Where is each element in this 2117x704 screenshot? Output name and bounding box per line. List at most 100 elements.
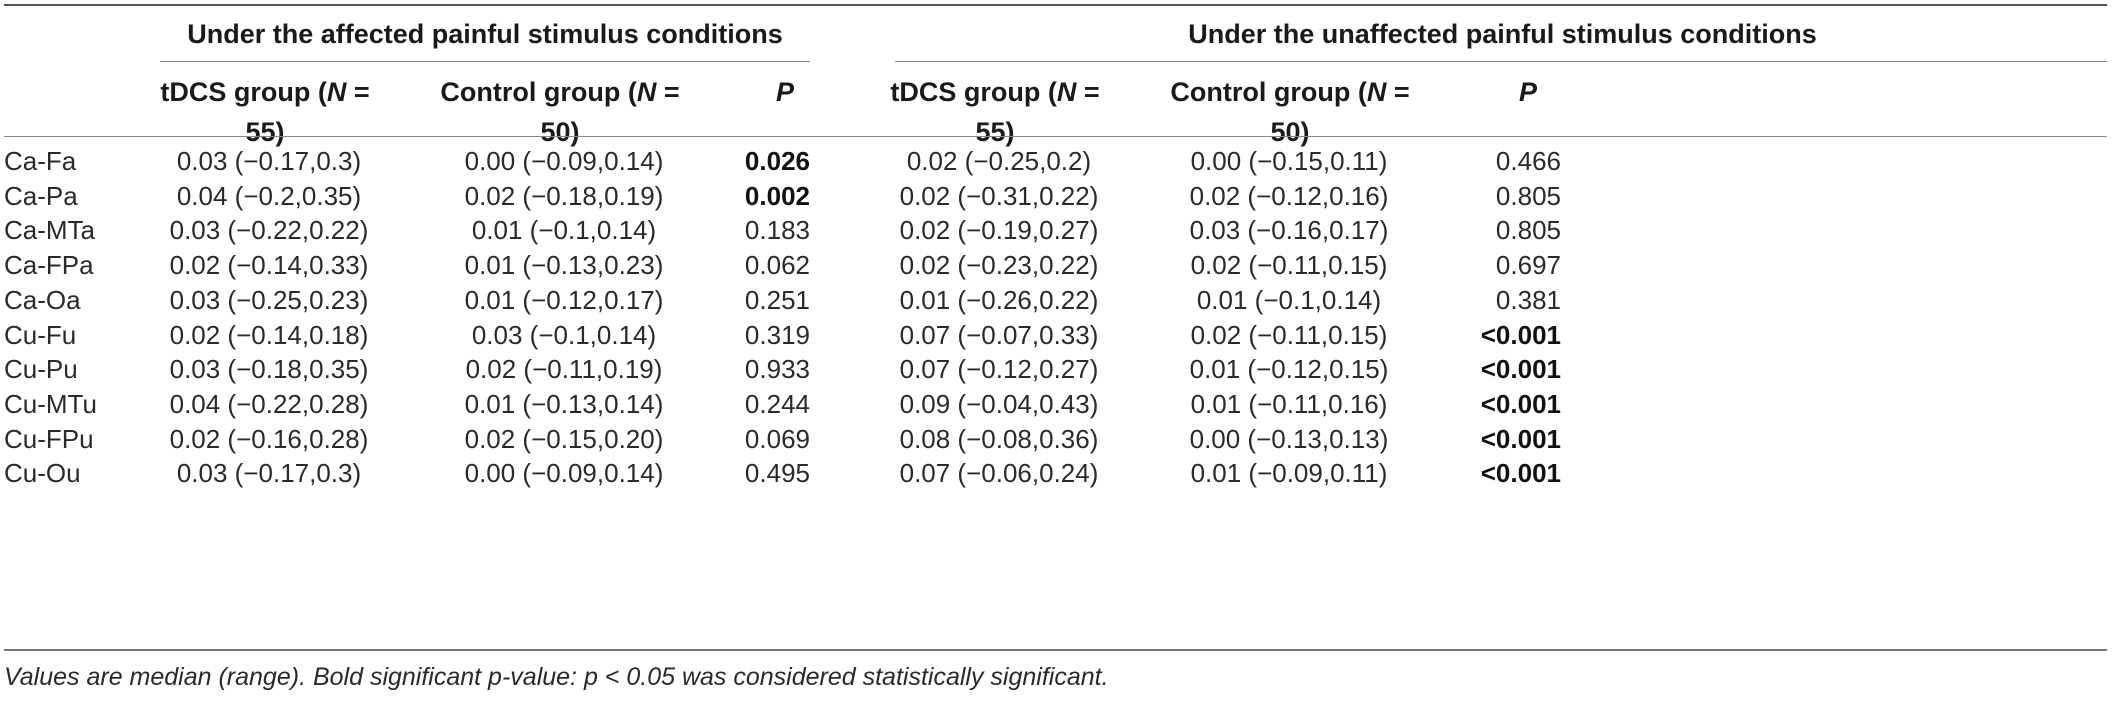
table-row: Ca-Fa 0.03 (−0.17,0.3) 0.00 (−0.09,0.14) 0.… [4, 138, 2107, 184]
col-header-text: Control group ( [440, 77, 637, 107]
affected-control-value: 0.03 (−0.1,0.14) [471, 319, 657, 350]
unaffected-tdcs-value: 0.02 (−0.25,0.2) [906, 146, 1092, 176]
col-header-n: N [326, 77, 347, 107]
table-row: Cu-Pu 0.03 (−0.18,0.35) 0.02 (−0.11,0.19) 0… [4, 346, 2107, 392]
table-row: Ca-MTa 0.03 (−0.22,0.22) 0.01 (−0.1,0.14) 0… [4, 207, 2107, 253]
unaffected-p-value: <0.001 [1480, 458, 1561, 489]
unaffected-tdcs-value: 0.07 (−0.12,0.27) [899, 354, 1099, 385]
col-header-text: = 50) [540, 77, 680, 147]
unaffected-control-value: 0.03 (−0.16,0.17) [1189, 215, 1389, 246]
row-label: Cu-FPu [4, 423, 94, 454]
unaffected-p-value: <0.001 [1480, 319, 1561, 350]
row-label: Ca-Oa [4, 284, 81, 315]
unaffected-control-value: 0.02 (−0.11,0.15) [1190, 250, 1388, 281]
col-header-unaffected-tdcs: tDCS group (N = 55) [870, 72, 1120, 147]
col-header-n: N [636, 77, 657, 107]
col-header-text: Control group ( [1170, 77, 1367, 107]
affected-p-value: 0.062 [744, 250, 810, 281]
affected-control-value: 0.01 (−0.13,0.14) [464, 388, 664, 419]
unaffected-control-value: 0.02 (−0.11,0.15) [1190, 319, 1388, 350]
unaffected-tdcs-value: 0.02 (−0.23,0.22) [899, 250, 1099, 281]
unaffected-p-value: 0.381 [1495, 284, 1561, 315]
affected-tdcs-value: 0.04 (−0.2,0.35) [176, 180, 362, 211]
affected-control-value: 0.02 (−0.18,0.19) [464, 180, 664, 211]
affected-p-value: 0.069 [744, 423, 810, 454]
affected-control-value: 0.00 (−0.09,0.14) [464, 458, 664, 489]
row-label: Cu-Ou [4, 458, 81, 489]
col-header-affected-p: P [775, 77, 794, 107]
unaffected-p-value: 0.466 [1495, 146, 1561, 176]
col-header-text: tDCS group ( [160, 77, 327, 107]
table-row: Ca-FPa 0.02 (−0.14,0.33) 0.01 (−0.13,0.23)… [4, 242, 2107, 288]
unaffected-p-value: 0.697 [1495, 250, 1561, 281]
row-label: Ca-MTa [4, 215, 96, 246]
row-label: Ca-Fa [4, 146, 77, 176]
unaffected-control-value: 0.01 (−0.09,0.11) [1190, 458, 1388, 489]
unaffected-control-value: 0.00 (−0.13,0.13) [1189, 423, 1389, 454]
table-row: Ca-Oa 0.03 (−0.25,0.23) 0.01 (−0.12,0.17) 0… [4, 277, 2107, 323]
affected-p-value: 0.933 [744, 354, 810, 385]
row-label: Ca-Pa [4, 180, 78, 211]
group-header-affected: Under the affected painful stimulus cond… [187, 19, 783, 49]
unaffected-tdcs-value: 0.02 (−0.19,0.27) [899, 215, 1099, 246]
affected-tdcs-value: 0.02 (−0.16,0.28) [169, 423, 369, 454]
affected-tdcs-value: 0.03 (−0.17,0.3) [176, 458, 362, 489]
row-label: Ca-FPa [4, 250, 94, 281]
col-header-text: = 55) [245, 77, 370, 147]
row-label: Cu-Pu [4, 354, 78, 385]
affected-tdcs-value: 0.02 (−0.14,0.33) [169, 250, 369, 281]
unaffected-tdcs-value: 0.09 (−0.04,0.43) [899, 388, 1099, 419]
affected-control-value: 0.01 (−0.12,0.17) [464, 284, 664, 315]
affected-tdcs-value: 0.03 (−0.18,0.35) [169, 354, 369, 385]
unaffected-tdcs-value: 0.01 (−0.26,0.22) [899, 284, 1099, 315]
unaffected-tdcs-value: 0.07 (−0.06,0.24) [899, 458, 1099, 489]
table-row: Cu-Fu 0.02 (−0.14,0.18) 0.03 (−0.1,0.14) 0.… [4, 312, 2107, 358]
unaffected-control-value: 0.01 (−0.12,0.15) [1189, 354, 1389, 385]
affected-p-value: 0.026 [744, 146, 810, 176]
table-footnote: Values are median (range). Bold signific… [4, 663, 1109, 691]
affected-p-value: 0.002 [744, 180, 810, 211]
table-row: Cu-Ou 0.03 (−0.17,0.3) 0.00 (−0.09,0.14) 0.… [4, 450, 2107, 496]
affected-tdcs-value: 0.03 (−0.22,0.22) [169, 215, 369, 246]
affected-control-value: 0.01 (−0.13,0.23) [464, 250, 664, 281]
unaffected-control-value: 0.01 (−0.11,0.16) [1190, 388, 1388, 419]
affected-tdcs-value: 0.03 (−0.17,0.3) [176, 146, 362, 176]
unaffected-p-value: 0.805 [1495, 215, 1561, 246]
affected-control-value: 0.02 (−0.11,0.19) [465, 354, 663, 385]
table-row: Ca-Pa 0.04 (−0.2,0.35) 0.02 (−0.18,0.19) 0.… [4, 173, 2107, 219]
col-header-unaffected-p: P [1518, 77, 1537, 107]
row-label: Cu-MTu [4, 388, 97, 419]
unaffected-control-value: 0.00 (−0.15,0.11) [1190, 146, 1388, 176]
group-rule-unaffected [895, 61, 2107, 62]
col-header-n: N [1366, 77, 1387, 107]
unaffected-p-value: <0.001 [1480, 388, 1561, 419]
group-header-unaffected: Under the unaffected painful stimulus co… [1188, 19, 1817, 49]
affected-control-value: 0.00 (−0.09,0.14) [464, 146, 664, 176]
unaffected-p-value: <0.001 [1480, 354, 1561, 385]
header-rule [4, 136, 2107, 137]
col-header-affected-control: Control group (N = 50) [430, 72, 690, 147]
unaffected-control-value: 0.01 (−0.1,0.14) [1196, 284, 1382, 315]
col-header-n: N [1056, 77, 1077, 107]
row-label: Cu-Fu [4, 319, 77, 350]
unaffected-tdcs-value: 0.07 (−0.07,0.33) [899, 319, 1099, 350]
affected-p-value: 0.495 [744, 458, 810, 489]
affected-p-value: 0.251 [744, 284, 810, 315]
col-header-unaffected-control: Control group (N = 50) [1160, 72, 1420, 147]
affected-control-value: 0.02 (−0.15,0.20) [464, 423, 664, 454]
affected-tdcs-value: 0.03 (−0.25,0.23) [169, 284, 369, 315]
col-header-text: = 55) [975, 77, 1100, 147]
table-row: Cu-MTu 0.04 (−0.22,0.28) 0.01 (−0.13,0.14)… [4, 381, 2107, 427]
group-rule-affected [160, 61, 810, 62]
bottom-rule [4, 649, 2107, 651]
unaffected-tdcs-value: 0.02 (−0.31,0.22) [899, 180, 1099, 211]
affected-tdcs-value: 0.04 (−0.22,0.28) [169, 388, 369, 419]
affected-p-value: 0.319 [744, 319, 810, 350]
affected-tdcs-value: 0.02 (−0.14,0.18) [169, 319, 369, 350]
col-header-text: tDCS group ( [890, 77, 1057, 107]
table-row: Cu-FPu 0.02 (−0.16,0.28) 0.02 (−0.15,0.20)… [4, 416, 2107, 462]
affected-p-value: 0.244 [744, 388, 810, 419]
col-header-affected-tdcs: tDCS group (N = 55) [145, 72, 385, 147]
unaffected-p-value: <0.001 [1480, 423, 1561, 454]
